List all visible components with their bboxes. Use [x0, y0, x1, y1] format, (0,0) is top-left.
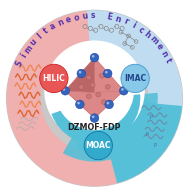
Circle shape [56, 52, 133, 129]
Circle shape [105, 100, 113, 109]
Circle shape [105, 84, 110, 89]
Wedge shape [63, 93, 158, 162]
Circle shape [92, 55, 94, 58]
Circle shape [103, 69, 112, 78]
Circle shape [79, 84, 84, 89]
Text: m: m [22, 43, 34, 55]
Text: u: u [28, 37, 39, 48]
Text: t: t [163, 57, 173, 64]
Circle shape [119, 86, 128, 95]
Circle shape [101, 100, 106, 105]
Text: e: e [64, 15, 72, 25]
Text: h: h [142, 29, 152, 40]
Circle shape [61, 86, 70, 95]
Circle shape [90, 83, 95, 88]
Circle shape [107, 102, 109, 104]
Circle shape [105, 71, 108, 74]
Text: e: e [154, 42, 164, 52]
Wedge shape [76, 98, 148, 152]
Circle shape [90, 53, 99, 62]
Circle shape [7, 10, 182, 186]
Circle shape [40, 64, 68, 93]
Text: u: u [81, 12, 88, 21]
Circle shape [96, 92, 101, 97]
Wedge shape [7, 11, 117, 186]
Text: MOAC: MOAC [86, 141, 111, 150]
Text: P: P [146, 132, 149, 137]
Circle shape [86, 94, 91, 99]
Text: n: n [114, 14, 122, 24]
Text: s: s [91, 11, 95, 20]
Circle shape [45, 41, 144, 140]
Circle shape [92, 115, 94, 118]
Text: c: c [136, 25, 145, 35]
Polygon shape [65, 58, 94, 118]
Circle shape [84, 131, 112, 160]
Circle shape [77, 69, 86, 78]
Text: P: P [150, 115, 153, 120]
Polygon shape [65, 58, 124, 91]
Polygon shape [65, 91, 124, 118]
Circle shape [86, 75, 91, 80]
Text: l: l [36, 32, 43, 41]
Text: S: S [14, 59, 25, 68]
Wedge shape [87, 10, 182, 114]
Circle shape [90, 114, 99, 122]
Circle shape [75, 100, 84, 109]
Text: n: n [56, 18, 65, 28]
Wedge shape [94, 98, 182, 183]
Text: DZMOF-FDP: DZMOF-FDP [68, 123, 121, 132]
Text: i: i [19, 53, 28, 59]
Circle shape [63, 88, 65, 91]
Circle shape [121, 64, 149, 93]
Polygon shape [94, 58, 124, 118]
Circle shape [121, 88, 124, 91]
Text: m: m [147, 34, 160, 46]
Wedge shape [51, 94, 140, 144]
Circle shape [100, 73, 105, 78]
Text: E: E [106, 12, 113, 22]
Text: r: r [122, 17, 129, 27]
Text: a: a [49, 22, 58, 32]
Text: n: n [159, 49, 169, 58]
Text: i: i [130, 21, 137, 30]
Text: IMAC: IMAC [124, 74, 146, 83]
Text: P: P [153, 143, 156, 148]
Circle shape [79, 71, 81, 74]
Text: o: o [73, 13, 80, 23]
Text: t: t [42, 27, 50, 36]
Circle shape [77, 102, 80, 104]
Text: HILIC: HILIC [43, 74, 65, 83]
